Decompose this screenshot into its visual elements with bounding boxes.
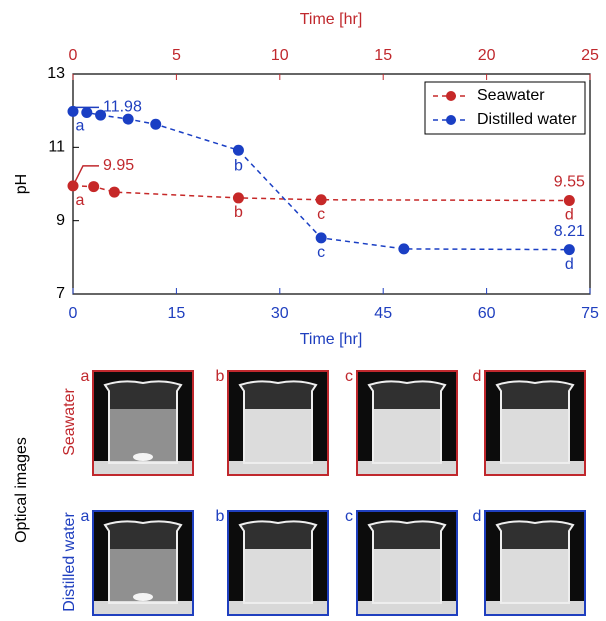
data-point xyxy=(81,107,93,118)
data-point xyxy=(67,105,79,117)
table-surface xyxy=(94,601,192,614)
stir-bar xyxy=(133,453,153,461)
legend-label: Seawater xyxy=(477,87,545,104)
liquid xyxy=(244,409,312,461)
liquid xyxy=(109,549,177,601)
liquid xyxy=(244,549,312,601)
x2-tick-label: 15 xyxy=(374,47,392,64)
panel-letter: c xyxy=(345,508,353,525)
series-line xyxy=(72,185,570,202)
table-surface xyxy=(486,601,584,614)
data-point xyxy=(108,186,120,198)
data-point xyxy=(67,180,79,192)
data-point xyxy=(88,181,100,193)
row-label: Seawater xyxy=(61,388,78,456)
y-tick-label: 9 xyxy=(56,212,65,229)
panel-letter: b xyxy=(216,508,225,525)
liquid xyxy=(501,549,569,601)
data-point xyxy=(315,194,327,206)
point-label: a xyxy=(76,192,85,209)
beaker xyxy=(238,380,318,464)
point-label: b xyxy=(234,204,243,221)
data-point xyxy=(315,232,327,244)
beaker xyxy=(495,520,575,604)
beaker xyxy=(367,380,447,464)
images-title: Optical images xyxy=(13,437,30,543)
data-point xyxy=(563,244,575,256)
value-label: 9.55 xyxy=(554,174,585,191)
x2-tick-label: 0 xyxy=(69,47,78,64)
table-surface xyxy=(486,461,584,474)
legend-marker xyxy=(446,91,456,101)
table-surface xyxy=(94,461,192,474)
panel-letter: c xyxy=(345,368,353,385)
data-point xyxy=(95,109,107,121)
leader-line xyxy=(74,165,99,183)
beaker xyxy=(238,520,318,604)
liquid xyxy=(501,409,569,461)
panel-letter: b xyxy=(216,368,225,385)
legend-label: Distilled water xyxy=(477,111,577,128)
beaker xyxy=(367,520,447,604)
y-tick-label: 13 xyxy=(47,65,65,82)
y-tick-label: 11 xyxy=(48,139,65,156)
x-axis-title: Time [hr] xyxy=(300,331,363,348)
point-label: b xyxy=(234,157,243,174)
row-label: Distilled water xyxy=(61,512,78,612)
x2-tick-label: 25 xyxy=(581,47,599,64)
panel-letter: d xyxy=(473,368,482,385)
table-surface xyxy=(358,601,456,614)
panel-letter: a xyxy=(81,508,90,525)
y-tick-label: 7 xyxy=(56,285,65,302)
panel-letter: a xyxy=(81,368,90,385)
point-label: c xyxy=(317,244,325,261)
liquid xyxy=(373,409,441,461)
x-tick-label: 30 xyxy=(271,305,289,322)
x2-tick-label: 10 xyxy=(271,47,289,64)
stir-bar xyxy=(133,593,153,601)
x2-axis-title: Time [hr] xyxy=(300,11,363,28)
liquid xyxy=(109,409,177,461)
point-label: a xyxy=(76,118,85,135)
data-point xyxy=(150,118,162,130)
data-point xyxy=(563,195,575,206)
data-point xyxy=(398,243,410,255)
x2-tick-label: 20 xyxy=(478,47,496,64)
y-axis-title: pH xyxy=(13,174,30,194)
beaker xyxy=(495,380,575,464)
x-tick-label: 60 xyxy=(478,305,496,322)
x-tick-label: 45 xyxy=(374,305,392,322)
beaker xyxy=(103,520,183,604)
data-point xyxy=(232,144,244,156)
x-tick-label: 0 xyxy=(69,305,78,322)
table-surface xyxy=(229,461,327,474)
beaker xyxy=(103,380,183,464)
liquid xyxy=(373,549,441,601)
x-tick-label: 15 xyxy=(168,305,186,322)
point-label: c xyxy=(317,206,325,223)
value-label: 11.98 xyxy=(103,99,142,116)
point-label: d xyxy=(565,207,574,224)
panel-letter: d xyxy=(473,508,482,525)
table-surface xyxy=(229,601,327,614)
x-tick-label: 75 xyxy=(581,305,599,322)
data-point xyxy=(232,192,244,204)
legend-marker xyxy=(446,115,456,125)
value-label: 9.95 xyxy=(103,157,134,174)
point-label: d xyxy=(565,256,574,273)
x2-tick-label: 5 xyxy=(172,47,181,64)
value-label: 8.21 xyxy=(554,223,585,240)
data-point xyxy=(122,113,134,125)
table-surface xyxy=(358,461,456,474)
legend-box xyxy=(424,81,586,135)
